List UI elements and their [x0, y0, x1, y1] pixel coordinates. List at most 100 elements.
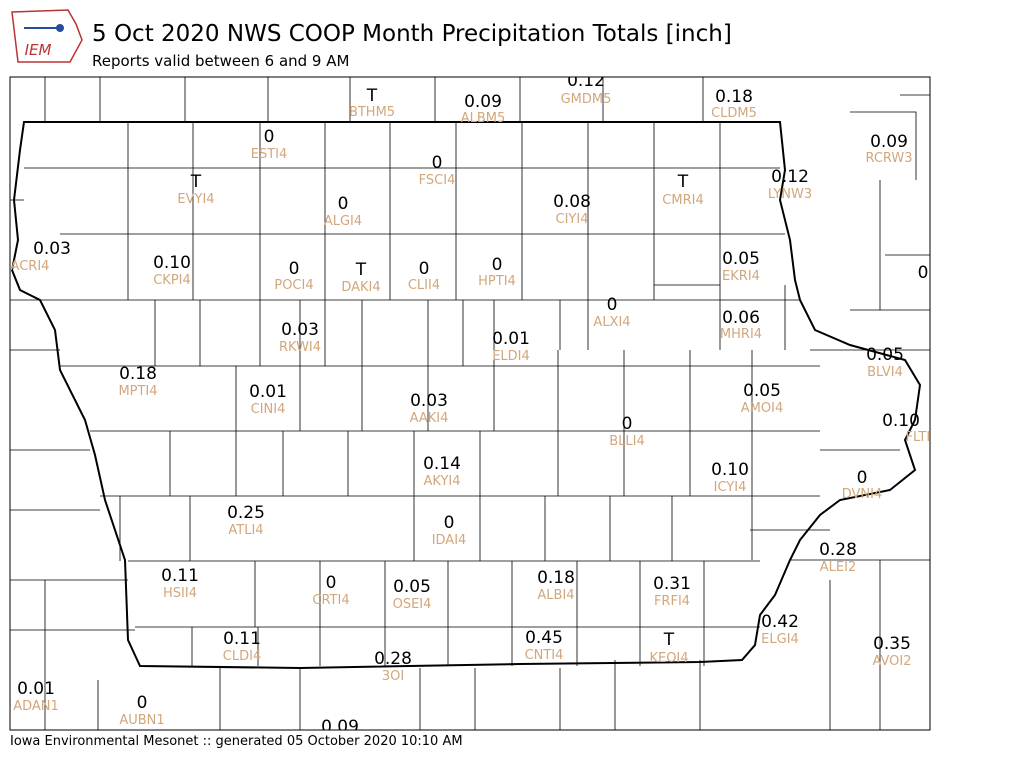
station-id: FRFI4 [654, 594, 690, 609]
station-value: 0.35 [873, 634, 911, 654]
station-value: 0.01 [492, 329, 530, 349]
station-value: 0.03 [33, 239, 71, 259]
station-id: CLDI4 [223, 649, 261, 664]
station-value: 0.18 [537, 568, 575, 588]
station-value: 0.14 [423, 454, 461, 474]
station-value: 0.28 [374, 649, 412, 669]
station-id: ESTI4 [251, 147, 288, 162]
subtitle: Reports valid between 6 and 9 AM [92, 52, 349, 70]
station-id: HPTI4 [478, 274, 516, 289]
station-id: ELDI4 [492, 349, 530, 364]
station-id: RCRW3 [865, 151, 912, 166]
station-value: 0 [444, 513, 455, 533]
station-value: 0.11 [161, 566, 199, 586]
station-id: EKRI4 [722, 269, 760, 284]
station-value: 0.03 [410, 391, 448, 411]
station-id: ALBI4 [537, 588, 574, 603]
station-id: RKWI4 [279, 340, 321, 355]
station-id: FLTI2 [906, 430, 939, 445]
station-value: 0 [264, 127, 275, 147]
station-id: ALXI4 [593, 315, 630, 330]
station-id: DVNI4 [842, 487, 883, 502]
station-value: T [355, 260, 367, 280]
station-value: 0.09 [321, 717, 359, 737]
station-id: GMDM5 [561, 92, 612, 107]
station-id: AMOI4 [741, 401, 783, 416]
title: 5 Oct 2020 NWS COOP Month Precipitation … [92, 21, 732, 47]
station-id: 3OI [382, 669, 404, 684]
station-value: 0.06 [722, 308, 760, 328]
station-id: BLVI4 [867, 365, 903, 380]
station-value: T [366, 86, 378, 106]
station-value: 0 [419, 259, 430, 279]
station-id: MPTI4 [118, 384, 157, 399]
station-id: BTHM5 [349, 105, 395, 120]
station-value: 0.03 [281, 320, 319, 340]
station-value: 0.25 [227, 503, 265, 523]
station-id: ELGI4 [761, 632, 799, 647]
station-value: 0.01 [249, 382, 287, 402]
station-value: 0.10 [711, 460, 749, 480]
station-id: CRTI4 [312, 593, 349, 608]
station-value: 0 [492, 255, 503, 275]
station-id: CIYI4 [556, 212, 589, 227]
station-id: LYNW3 [768, 187, 812, 202]
station-id: AUBN1 [119, 713, 164, 728]
station-value: 0.01 [17, 679, 55, 699]
station-id: OSEI4 [393, 597, 432, 612]
station-id: CLII4 [408, 278, 440, 293]
station-id: AVOI2 [872, 654, 911, 669]
station-value: 0.18 [119, 364, 157, 384]
station-value: T [677, 172, 689, 192]
station-value: 0.09 [870, 132, 908, 152]
station-value: 0 [857, 468, 868, 488]
logo-text: IEM [25, 41, 52, 59]
station-value: 0 [338, 194, 349, 214]
station-value: 0.18 [715, 87, 753, 107]
station-value: 0.28 [819, 540, 857, 560]
map-frame [9, 76, 931, 731]
station-id: HSII4 [163, 586, 197, 601]
station-id: ATLI4 [228, 523, 263, 538]
station-value: 0.45 [525, 628, 563, 648]
logo: IEM [11, 9, 83, 63]
station-value: 0.12 [771, 167, 809, 187]
station-value: 0.05 [393, 577, 431, 597]
station-id: BLLI4 [609, 434, 645, 449]
station-id: CNTI4 [525, 648, 564, 663]
station-value: 0 [622, 414, 633, 434]
station-id: MHRI4 [720, 327, 762, 342]
station-id: AAKI4 [410, 411, 449, 426]
station-value: 0.09 [464, 92, 502, 112]
station-id: AKYI4 [423, 474, 460, 489]
station-value: 0.42 [761, 612, 799, 632]
station-value: 0 [137, 693, 148, 713]
station-value: 0 [432, 153, 443, 173]
station-id: DAKI4 [341, 280, 380, 295]
station-id: CLDM5 [711, 106, 757, 121]
station-id: EVYI4 [177, 192, 214, 207]
footer: Iowa Environmental Mesonet :: generated … [10, 734, 463, 749]
station-value: T [190, 172, 202, 192]
station-value: 0.08 [553, 192, 591, 212]
station-id: CMRI4 [662, 193, 703, 208]
station-value: 0.05 [722, 249, 760, 269]
station-value: 0.05 [866, 345, 904, 365]
station-value: 0.05 [743, 381, 781, 401]
station-id: ICYI4 [714, 480, 747, 495]
station-value: 0 [918, 263, 929, 283]
station-id: CKPI4 [153, 273, 191, 288]
station-id: POCI4 [274, 278, 313, 293]
station-value: 0 [289, 259, 300, 279]
station-value: T [663, 630, 675, 650]
station-value: 0 [607, 295, 618, 315]
station-value: 0.12 [567, 71, 605, 91]
station-value: 0.11 [223, 629, 261, 649]
station-value: 0.31 [653, 574, 691, 594]
station-id: ACRI4 [11, 259, 50, 274]
station-id: CINI4 [251, 402, 286, 417]
station-id: FSCI4 [419, 173, 456, 188]
station-id: ADAN1 [13, 699, 59, 714]
